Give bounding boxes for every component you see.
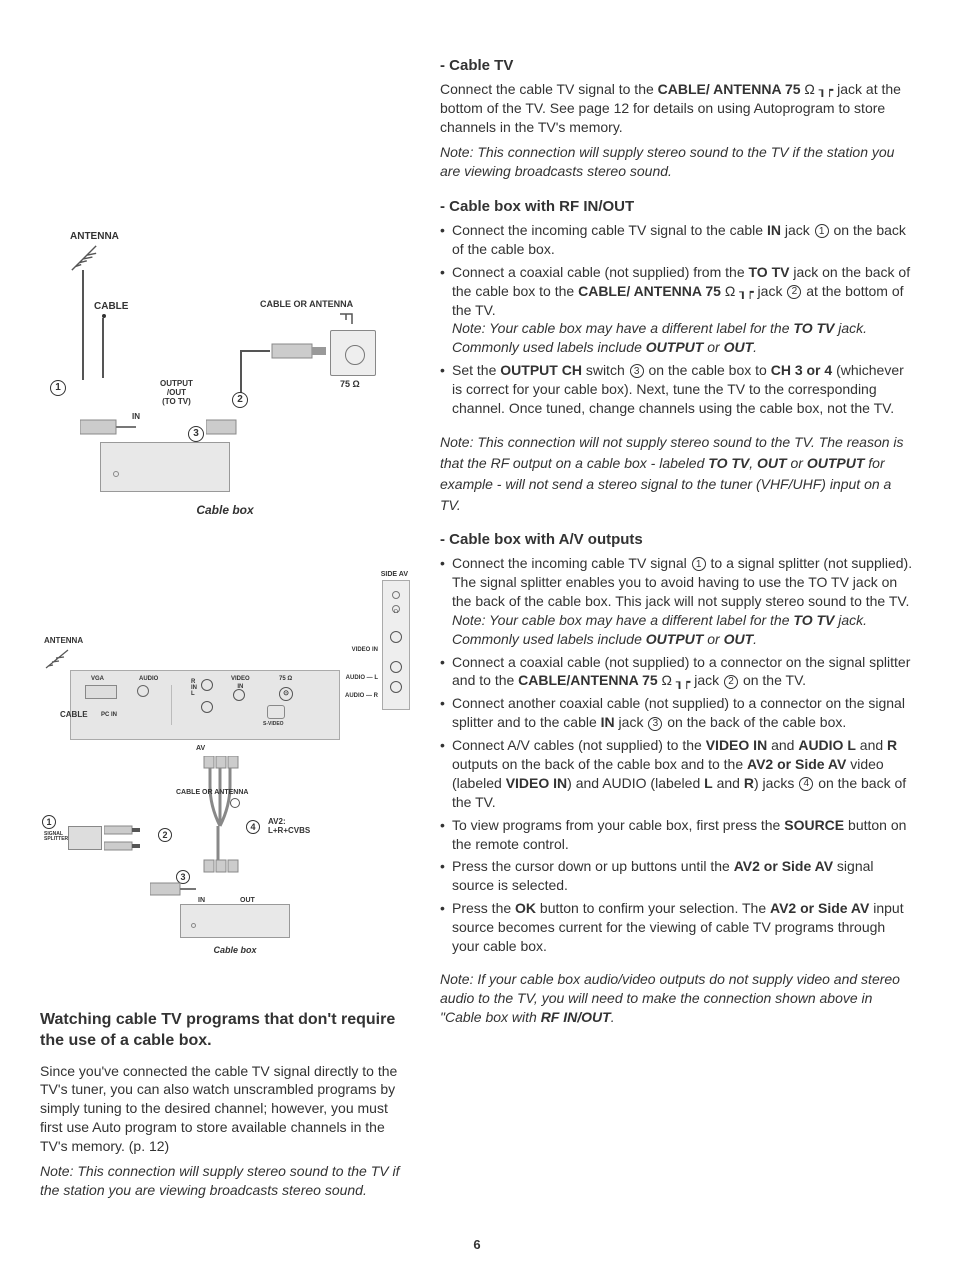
coax-glyph: ┒┍ (739, 284, 753, 300)
section3-item-7: Press the OK button to confirm your sele… (440, 899, 914, 956)
circled-2: 2 (724, 675, 738, 689)
diagram-cable-box-av: ∩ SIDE AV VIDEO IN AUDIO — L AUDIO — R A… (40, 580, 410, 970)
section3-item-2: Connect a coaxial cable (not supplied) t… (440, 653, 914, 691)
cable2-label: CABLE (60, 710, 88, 721)
left-note: Note: This connection will supply stereo… (40, 1162, 410, 1200)
cable-or-antenna-label: CABLE OR ANTENNA (260, 298, 353, 310)
left-body: Since you've connected the cable TV sign… (40, 1062, 410, 1156)
splitter-box (68, 826, 102, 850)
callout2-1: 1 (42, 815, 56, 829)
section2-heading: - Cable box with RF IN/OUT (440, 197, 914, 217)
coax-glyph: ┒┍ (819, 82, 833, 98)
section2-item-1: Connect the incoming cable TV signal to … (440, 221, 914, 259)
cable-box-2 (180, 904, 290, 938)
cable-label: CABLE (94, 300, 128, 314)
circled-3: 3 (630, 364, 644, 378)
section1-note: Note: This connection will supply stereo… (440, 143, 914, 181)
callout-2: 2 (232, 392, 248, 408)
antenna2-label: ANTENNA (44, 636, 83, 647)
rca-plug-icon (104, 824, 154, 836)
section3-list: Connect the incoming cable TV signal 1 t… (440, 554, 914, 956)
side-av-panel: ∩ (382, 580, 410, 710)
ohm-label: 75 Ω (340, 378, 360, 390)
section3-end-note: Note: If your cable box audio/video outp… (440, 970, 914, 1027)
av2-label: AV2: L+R+CVBS (268, 818, 310, 836)
coax-plug-icon (270, 338, 330, 368)
audiol-label: AUDIO — L (346, 674, 378, 682)
callout-3: 3 (188, 426, 204, 442)
section3-item-4: Connect A/V cables (not supplied) to the… (440, 736, 914, 812)
tv-back-panel: VGA AUDIO PC IN R IN L VIDEO IN 75 Ω ⊙ S… (70, 670, 340, 740)
page-number: 6 (40, 1236, 914, 1254)
sideav-label: SIDE AV (381, 570, 408, 579)
rca-plug-icon-2 (104, 840, 154, 852)
section3-item-3: Connect another coaxial cable (not suppl… (440, 694, 914, 732)
section1-heading: - Cable TV (440, 56, 914, 76)
callout-1: 1 (50, 380, 66, 396)
coax-icon (338, 312, 358, 326)
section3-item-6: Press the cursor down or up buttons unti… (440, 857, 914, 895)
output-out-label: OUTPUT /OUT (TO TV) (160, 380, 193, 406)
antenna2-icon (44, 648, 74, 670)
audior-label: AUDIO — R (345, 692, 378, 700)
videoin-label: VIDEO IN (352, 646, 378, 654)
section3-item-5: To view programs from your cable box, fi… (440, 816, 914, 854)
antenna-label: ANTENNA (70, 230, 119, 244)
circled-1: 1 (815, 224, 829, 238)
circled-3: 3 (648, 717, 662, 731)
section2-item-2: Connect a coaxial cable (not supplied) f… (440, 263, 914, 357)
av-label: AV (196, 744, 205, 753)
coax-end-icon (150, 880, 200, 900)
circled-4: 4 (799, 777, 813, 791)
diagram-cable-box-rf: ANTENNA CABLE 1 CABLE OR ANTENNA 75 Ω 2 … (40, 230, 410, 560)
wall-plate (330, 330, 376, 376)
antenna-icon (70, 244, 98, 272)
left-text-block: Watching cable TV programs that don't re… (40, 1010, 410, 1200)
left-heading: Watching cable TV programs that don't re… (40, 1010, 410, 1052)
switch-icon (206, 416, 246, 440)
left-column: ANTENNA CABLE 1 CABLE OR ANTENNA 75 Ω 2 … (40, 50, 410, 1206)
circled-1: 1 (692, 557, 706, 571)
callout2-2: 2 (158, 828, 172, 842)
cable-box2-caption: Cable box (180, 944, 290, 956)
section1-p1: Connect the cable TV signal to the CABLE… (440, 80, 914, 137)
cable-box-rect (100, 442, 230, 492)
section3-item-1: Connect the incoming cable TV signal 1 t… (440, 554, 914, 648)
coax-glyph: ┒┍ (676, 674, 690, 690)
callout2-4: 4 (246, 820, 260, 834)
section2-list: Connect the incoming cable TV signal to … (440, 221, 914, 418)
section2-item-3: Set the OUTPUT CH switch 3 on the cable … (440, 361, 914, 418)
cable-box-caption: Cable box (40, 502, 410, 518)
circled-2: 2 (787, 285, 801, 299)
coax-connector-icon (80, 416, 140, 440)
right-column: - Cable TV Connect the cable TV signal t… (440, 50, 914, 1206)
section2-block-note: Note: This connection will not supply st… (440, 432, 914, 516)
section3-heading: - Cable box with A/V outputs (440, 530, 914, 550)
cable-antenna2-label: CABLE OR ANTENNA (176, 788, 248, 797)
av-cable-bundle-icon (200, 756, 260, 876)
